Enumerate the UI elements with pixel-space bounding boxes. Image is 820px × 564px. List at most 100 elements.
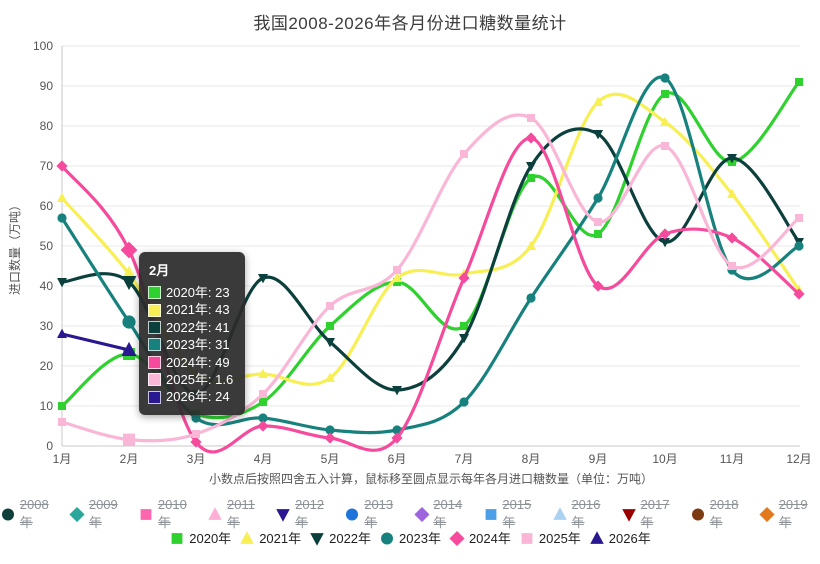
circle-marker-icon[interactable] [346, 508, 359, 521]
data-point-2024[interactable] [324, 432, 336, 444]
square-marker-icon[interactable] [521, 532, 533, 544]
data-point-2020[interactable] [661, 90, 669, 98]
triangle-down-marker-icon[interactable] [310, 532, 324, 546]
legend-item-2013[interactable]: 2013年 [344, 497, 405, 531]
data-point-2020[interactable] [594, 230, 602, 238]
data-point-2025[interactable] [594, 218, 602, 226]
triangle-marker-icon[interactable] [208, 507, 222, 520]
triangle-marker-icon[interactable] [590, 530, 604, 544]
square-marker-icon[interactable] [485, 509, 497, 520]
data-point-2023[interactable] [593, 193, 603, 203]
data-point-2023[interactable] [794, 241, 804, 251]
series-line-2026[interactable] [60, 332, 131, 352]
legend-item-2020[interactable]: 2020年 [169, 528, 231, 547]
diamond-marker-icon[interactable] [413, 506, 430, 522]
data-point-2022[interactable] [526, 162, 536, 172]
data-point-2023[interactable] [57, 213, 67, 223]
square-marker-icon[interactable] [140, 509, 152, 520]
legend-item-2018[interactable]: 2018年 [690, 497, 751, 531]
legend-item-2015[interactable]: 2015年 [483, 497, 544, 531]
data-point-2020[interactable] [58, 402, 66, 410]
data-point-2023[interactable] [459, 397, 469, 407]
data-point-2021[interactable] [57, 192, 67, 202]
data-point-2025[interactable] [527, 114, 535, 122]
data-point-2024[interactable] [793, 288, 805, 300]
square-marker-icon[interactable] [171, 532, 183, 544]
data-point-2024[interactable] [525, 132, 537, 144]
data-point-2020[interactable] [259, 398, 267, 406]
data-point-2022[interactable] [593, 130, 603, 140]
legend-item-2021[interactable]: 2021年 [239, 528, 301, 547]
data-point-2024[interactable] [56, 160, 68, 172]
data-point-2022[interactable] [660, 238, 670, 248]
data-point-2025[interactable] [661, 142, 669, 150]
data-point-2023[interactable] [526, 293, 536, 303]
data-point-2021[interactable] [727, 188, 737, 198]
data-point-2020[interactable] [460, 322, 468, 330]
data-point-2025[interactable] [259, 390, 267, 398]
data-point-2023[interactable] [258, 413, 268, 423]
data-point-2024[interactable] [120, 241, 138, 259]
legend-item-2014[interactable]: 2014年 [413, 497, 475, 531]
data-point-2026[interactable] [121, 341, 137, 356]
data-point-2024[interactable] [592, 280, 604, 292]
data-point-2024[interactable] [391, 432, 403, 444]
triangle-down-marker-icon[interactable] [622, 509, 636, 522]
data-point-2023[interactable] [191, 413, 201, 423]
diamond-marker-icon[interactable] [759, 506, 775, 522]
circle-marker-icon[interactable] [691, 508, 704, 521]
legend-item-2012[interactable]: 2012年 [275, 497, 336, 531]
data-point-2021[interactable] [526, 240, 536, 250]
triangle-down-marker-icon[interactable] [276, 509, 291, 522]
data-point-2024[interactable] [726, 232, 738, 244]
data-point-2022[interactable] [57, 278, 67, 288]
legend-item-2008[interactable]: 2008年 [0, 497, 61, 531]
data-point-2022[interactable] [459, 334, 469, 344]
data-point-2021[interactable] [325, 372, 335, 382]
circle-marker-icon[interactable] [2, 508, 14, 521]
data-point-2023[interactable] [660, 73, 670, 83]
data-point-2022[interactable] [325, 338, 335, 348]
legend-item-2016[interactable]: 2016年 [552, 497, 613, 531]
triangle-marker-icon[interactable] [552, 507, 567, 520]
data-point-2024[interactable] [257, 420, 269, 432]
legend-item-2010[interactable]: 2010年 [138, 497, 199, 531]
data-point-2025[interactable] [326, 302, 334, 310]
legend-item-2022[interactable]: 2022年 [309, 528, 371, 547]
data-point-2024[interactable] [458, 272, 470, 284]
data-point-2023[interactable] [122, 315, 136, 329]
legend-item-2009[interactable]: 2009年 [69, 497, 130, 531]
data-point-2025[interactable] [795, 214, 803, 222]
data-point-2025[interactable] [728, 262, 736, 270]
data-point-2022[interactable] [727, 154, 737, 164]
data-point-2025[interactable] [58, 418, 66, 426]
data-point-2025[interactable] [393, 266, 401, 274]
diamond-marker-icon[interactable] [449, 530, 465, 546]
triangle-marker-icon[interactable] [240, 530, 254, 544]
data-point-2020[interactable] [795, 78, 803, 86]
legend-item-2011[interactable]: 2011年 [207, 497, 267, 531]
legend-item-2017[interactable]: 2017年 [621, 497, 682, 531]
circle-marker-icon[interactable] [381, 532, 394, 544]
diamond-marker-icon[interactable] [69, 506, 85, 522]
data-point-2020[interactable] [527, 174, 535, 182]
data-point-2021[interactable] [660, 116, 670, 126]
data-point-2021[interactable] [392, 272, 402, 282]
data-point-2024[interactable] [659, 228, 671, 240]
data-point-2025[interactable] [123, 433, 135, 446]
data-point-2022[interactable] [392, 386, 402, 396]
data-point-2025[interactable] [192, 430, 200, 438]
legend-item-2025[interactable]: 2025年 [519, 528, 581, 547]
legend-item-2019[interactable]: 2019年 [759, 497, 820, 531]
data-point-2021[interactable] [593, 96, 603, 106]
data-point-2024[interactable] [190, 436, 202, 448]
data-point-2026[interactable] [57, 328, 67, 338]
data-point-2023[interactable] [325, 425, 335, 435]
data-point-2025[interactable] [460, 150, 468, 158]
data-point-2022[interactable] [258, 274, 268, 284]
data-point-2020[interactable] [326, 322, 334, 330]
legend-item-2024[interactable]: 2024年 [449, 528, 511, 547]
data-point-2021[interactable] [258, 368, 268, 378]
data-point-2022[interactable] [121, 276, 137, 291]
legend-item-2023[interactable]: 2023年 [379, 528, 441, 547]
